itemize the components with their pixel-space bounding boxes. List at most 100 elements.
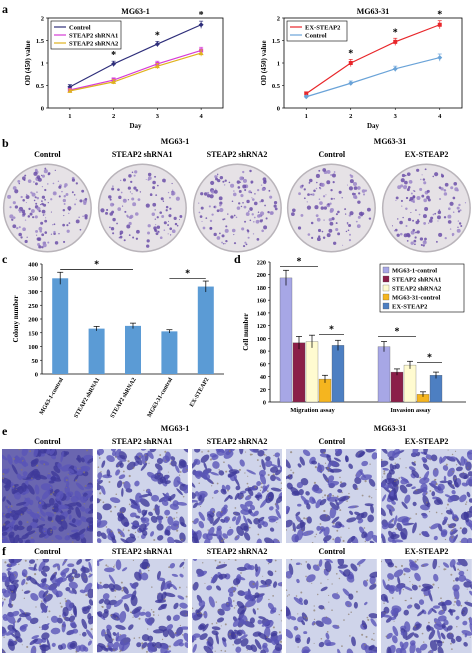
pore	[164, 450, 167, 453]
colony-dot	[362, 189, 366, 193]
colony-dot	[9, 206, 12, 209]
cell	[255, 481, 261, 486]
cell	[396, 522, 403, 532]
cell	[433, 639, 443, 644]
pore	[234, 634, 236, 636]
colony-dot	[247, 232, 249, 234]
cell	[368, 613, 378, 619]
cell	[112, 641, 120, 650]
cell	[11, 464, 18, 475]
cell	[438, 615, 447, 622]
colony-dot	[353, 194, 358, 199]
cell	[324, 639, 332, 647]
pore	[150, 586, 153, 588]
colony-dot	[129, 191, 131, 193]
colony-dot	[26, 236, 28, 238]
colony-plate-image	[97, 163, 187, 253]
legend-label: MG63-31-control	[392, 295, 440, 302]
pore	[327, 631, 329, 633]
cell	[387, 573, 395, 580]
pore	[266, 490, 269, 492]
cell	[234, 492, 239, 501]
cell	[216, 617, 224, 623]
colony-dot	[312, 193, 315, 196]
pore	[51, 520, 54, 523]
pore	[374, 582, 376, 585]
pore	[36, 559, 38, 561]
cell	[459, 494, 467, 503]
pore	[421, 632, 424, 635]
pore	[18, 449, 21, 451]
cell	[198, 520, 204, 529]
colony-dot	[332, 181, 336, 184]
cell	[39, 644, 49, 648]
colony-dot	[115, 222, 118, 225]
cell	[432, 496, 438, 500]
colony-dot	[112, 185, 114, 187]
cell	[160, 580, 165, 592]
colony-dot	[107, 195, 112, 199]
cell	[54, 534, 63, 540]
pore	[429, 490, 432, 493]
colony-dot	[344, 208, 347, 210]
colony-dot	[242, 245, 245, 248]
pore	[337, 495, 340, 498]
pore	[8, 563, 11, 566]
cell	[50, 615, 59, 623]
cell	[467, 537, 472, 543]
cell	[43, 503, 52, 508]
cell	[11, 610, 20, 617]
cell	[403, 567, 411, 573]
cell	[447, 479, 453, 485]
significance-star: *	[348, 48, 353, 59]
colony-dot	[220, 241, 223, 244]
cell	[72, 604, 77, 616]
cell	[215, 585, 221, 591]
colony-dot	[457, 226, 459, 228]
pore	[333, 522, 336, 525]
colony-dot	[152, 180, 156, 185]
pore	[392, 511, 394, 513]
cell	[141, 634, 150, 642]
colony-plate-image	[382, 163, 472, 253]
colony-dot	[307, 205, 312, 210]
colony-dot	[420, 178, 422, 181]
cell	[81, 631, 87, 637]
pore	[102, 501, 105, 504]
cell	[236, 601, 244, 609]
pore	[340, 481, 343, 484]
colony-dot	[347, 223, 349, 225]
plate-label: STEAP2 shRNA2	[206, 150, 268, 159]
cell	[67, 533, 78, 538]
series-line	[69, 52, 202, 92]
colony-dot	[423, 221, 427, 225]
cell	[7, 640, 15, 651]
cell	[464, 601, 472, 607]
x-tick-label: 1	[305, 113, 308, 120]
colony-dot	[130, 197, 135, 201]
colony-dot	[402, 216, 405, 219]
colony-dot	[342, 244, 344, 246]
y-tick-label: 300	[28, 289, 38, 296]
cell	[18, 537, 24, 543]
colony-dot	[407, 172, 411, 176]
colony-dot	[200, 206, 204, 210]
colony-dot	[41, 195, 46, 199]
colony-dot	[414, 236, 417, 239]
colony-dot	[127, 174, 132, 178]
cell	[57, 462, 63, 470]
cell	[83, 492, 93, 501]
cell	[70, 529, 79, 533]
cell	[446, 632, 455, 640]
cell	[163, 492, 169, 503]
colony-dot	[18, 226, 21, 229]
colony-dot	[199, 215, 202, 218]
cell	[269, 607, 277, 614]
cell	[259, 649, 266, 653]
cell	[51, 470, 61, 480]
colony-dot	[437, 210, 442, 215]
cell	[295, 637, 302, 644]
colony-dot	[317, 237, 322, 242]
colony-dot	[349, 233, 352, 236]
